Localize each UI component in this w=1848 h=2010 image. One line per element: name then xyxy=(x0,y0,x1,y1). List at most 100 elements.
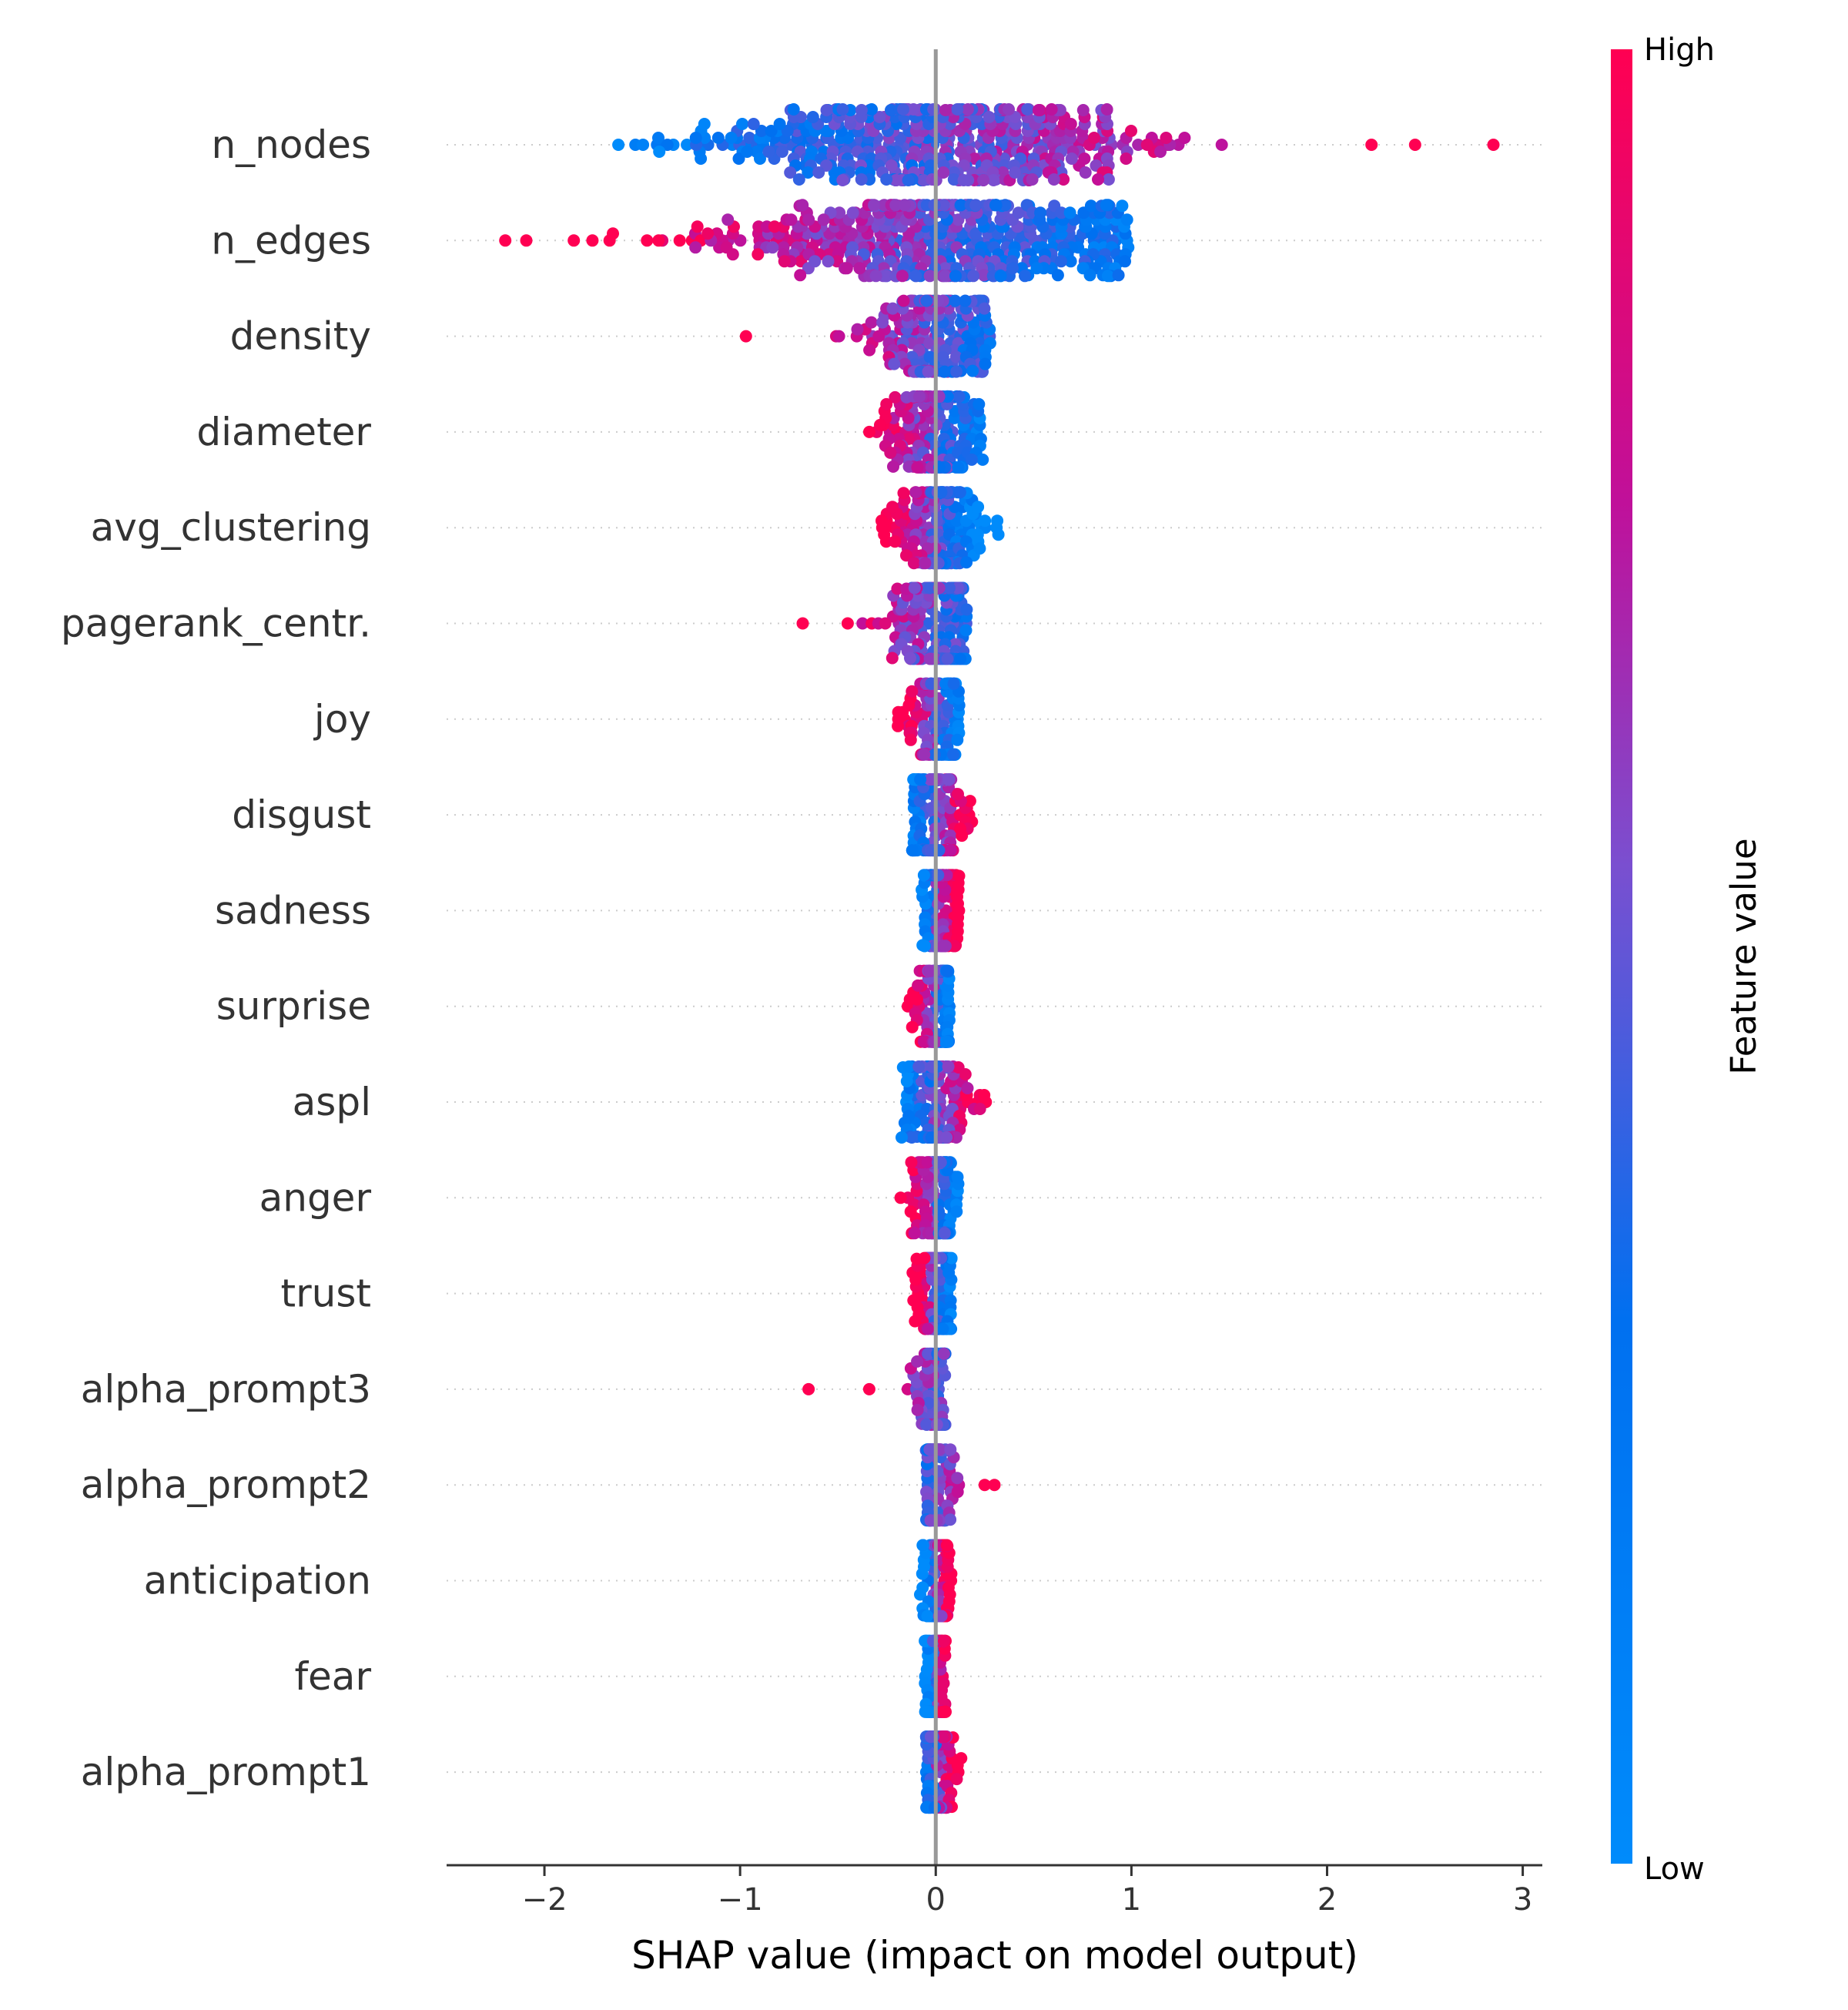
shap-point xyxy=(1178,132,1191,144)
shap-point xyxy=(874,418,886,431)
shap-point xyxy=(939,940,952,953)
shap-point xyxy=(952,461,965,474)
shap-point xyxy=(1019,270,1031,283)
shap-point xyxy=(987,174,1000,186)
shap-point xyxy=(950,365,962,378)
shap-point xyxy=(886,501,899,514)
x-tick-label: 3 xyxy=(1513,1882,1532,1918)
x-axis: −2 −1 0 1 2 3 xyxy=(447,1864,1542,1918)
shap-point xyxy=(1057,173,1070,186)
shap-point xyxy=(1100,103,1113,116)
shap-point xyxy=(914,1588,926,1601)
shap-point xyxy=(942,1060,955,1073)
shap-point xyxy=(937,1634,950,1647)
shap-point xyxy=(698,118,711,130)
shap-point xyxy=(741,146,754,158)
shap-point xyxy=(802,213,815,226)
shap-point xyxy=(951,581,964,595)
shap-point xyxy=(873,111,886,123)
shap-point xyxy=(927,103,940,116)
shap-point xyxy=(932,294,945,307)
shap-point xyxy=(898,199,911,212)
shap-point xyxy=(892,719,905,732)
shap-point xyxy=(921,1610,934,1623)
x-tick-label: 2 xyxy=(1317,1882,1337,1918)
shap-point xyxy=(923,270,936,283)
shap-point xyxy=(766,241,779,254)
shap-point xyxy=(1112,269,1125,282)
shap-point xyxy=(914,773,927,786)
shap-point xyxy=(872,330,886,343)
feature-label: fear xyxy=(294,1654,371,1699)
shap-point xyxy=(951,1171,964,1184)
shap-point xyxy=(1365,139,1378,151)
shap-point xyxy=(937,199,950,212)
shap-point xyxy=(778,255,791,268)
beeswarm-points xyxy=(499,103,1500,1814)
shap-point xyxy=(1087,132,1100,144)
shap-point xyxy=(920,294,933,307)
shap-point xyxy=(951,1472,964,1485)
shap-point xyxy=(653,146,666,158)
feature-label: aspl xyxy=(293,1080,371,1124)
shap-point xyxy=(812,166,825,179)
shap-point xyxy=(637,139,650,151)
shap-point xyxy=(567,234,581,247)
shap-point xyxy=(992,528,1005,541)
shap-point xyxy=(978,1479,991,1492)
shap-point xyxy=(949,270,962,283)
shap-point xyxy=(689,241,702,254)
shap-point xyxy=(947,173,960,186)
shap-point xyxy=(836,174,849,186)
shap-point xyxy=(909,270,922,283)
shap-point xyxy=(900,549,912,562)
shap-point xyxy=(917,869,930,882)
shap-point xyxy=(939,270,952,283)
shap-point xyxy=(950,1205,963,1218)
shap-point xyxy=(912,1060,926,1073)
shap-point xyxy=(711,132,725,144)
shap-point xyxy=(905,1156,918,1169)
shap-point xyxy=(976,453,989,466)
shap-point xyxy=(1051,269,1064,282)
shap-point xyxy=(951,103,964,116)
shap-point xyxy=(909,1315,922,1328)
shap-point xyxy=(1083,269,1096,282)
shap-point xyxy=(862,1382,875,1395)
shap-point xyxy=(906,1020,919,1033)
shap-point xyxy=(907,557,920,570)
shap-point xyxy=(1055,206,1068,219)
shap-point xyxy=(924,1514,937,1527)
shap-point xyxy=(736,118,748,130)
shap-point xyxy=(897,103,909,116)
shap-point xyxy=(940,1539,953,1552)
shap-point xyxy=(1063,206,1076,219)
shap-point xyxy=(957,174,970,186)
shap-point xyxy=(836,103,849,116)
shap-point xyxy=(808,255,822,268)
shap-point xyxy=(822,255,835,268)
shap-point xyxy=(894,1191,907,1204)
shap-point xyxy=(520,234,533,247)
shap-point xyxy=(911,1403,924,1416)
shap-point xyxy=(739,330,752,343)
shap-point xyxy=(673,234,686,247)
shap-point xyxy=(1032,104,1045,116)
shap-point xyxy=(841,617,854,630)
shap-point xyxy=(939,104,952,116)
shap-point xyxy=(691,220,704,233)
shap-point xyxy=(1120,152,1133,165)
shap-point xyxy=(1045,103,1058,116)
shap-point xyxy=(889,199,902,212)
shap-point xyxy=(908,581,921,595)
shap-point xyxy=(945,1251,958,1265)
feature-label: alpha_prompt1 xyxy=(81,1750,371,1794)
shap-point xyxy=(906,1131,919,1144)
shap-point xyxy=(499,234,512,247)
shap-point xyxy=(1102,173,1115,186)
shap-point xyxy=(752,248,765,261)
feature-label: density xyxy=(230,314,371,359)
shap-point xyxy=(922,365,935,378)
shap-point xyxy=(1055,255,1067,268)
shap-point xyxy=(918,748,931,761)
